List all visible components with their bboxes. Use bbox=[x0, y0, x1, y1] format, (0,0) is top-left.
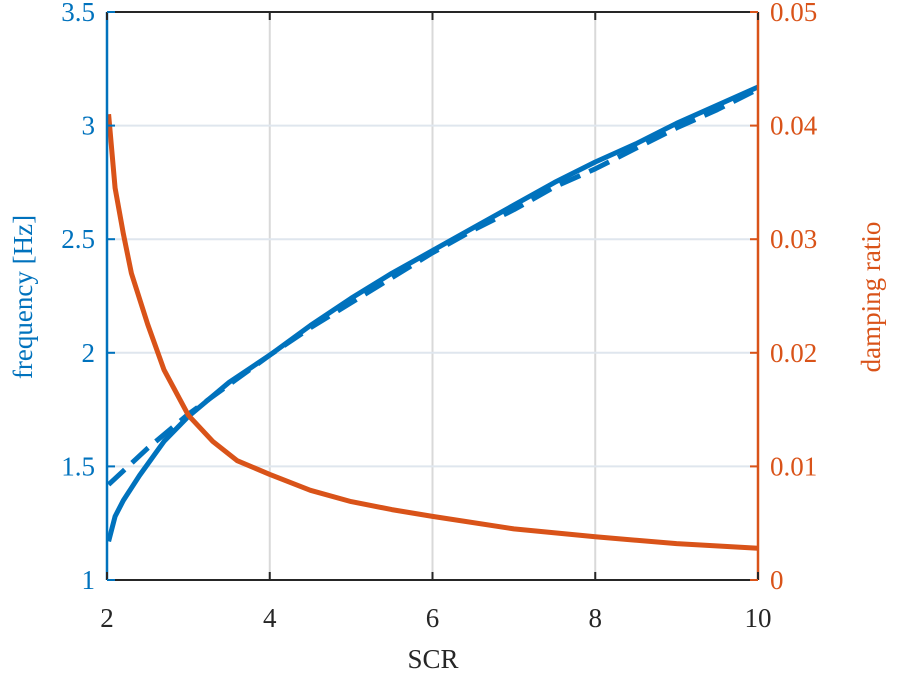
y-right-tick-label: 0 bbox=[770, 565, 784, 595]
y-left-tick-label: 3.5 bbox=[61, 0, 95, 27]
y-right-tick-label: 0.05 bbox=[770, 0, 817, 27]
y-axis-right-title: damping ratio bbox=[856, 222, 886, 373]
y-right-tick-label: 0.04 bbox=[770, 111, 818, 141]
axes: 2 4 6 8 10 1 1.5 2 2.5 3 3.5 0 0.01 0.02 0.03 0.04 0.05 bbox=[61, 0, 818, 633]
y-axis-left-title: frequency [Hz] bbox=[8, 215, 38, 379]
x-tick-label: 4 bbox=[263, 603, 277, 633]
series-line-1 bbox=[106, 84, 760, 543]
y-left-tick-label: 2.5 bbox=[61, 224, 95, 254]
x-tick-label: 6 bbox=[426, 603, 440, 633]
x-axis-title: SCR bbox=[407, 644, 458, 674]
x-tick-label: 8 bbox=[589, 603, 603, 633]
x-tick-label: 2 bbox=[100, 603, 114, 633]
y-left-tick-label: 1.5 bbox=[61, 451, 95, 481]
series-line-2 bbox=[106, 86, 760, 487]
y-right-tick-label: 0.03 bbox=[770, 224, 817, 254]
data-series bbox=[106, 84, 760, 551]
y-left-tick-label: 3 bbox=[82, 111, 96, 141]
y-left-tick-label: 1 bbox=[82, 565, 96, 595]
x-tick-label: 10 bbox=[745, 603, 772, 633]
series-line-3 bbox=[106, 113, 759, 551]
y-right-tick-label: 0.02 bbox=[770, 338, 817, 368]
y-right-tick-label: 0.01 bbox=[770, 451, 817, 481]
y-left-tick-label: 2 bbox=[82, 338, 96, 368]
